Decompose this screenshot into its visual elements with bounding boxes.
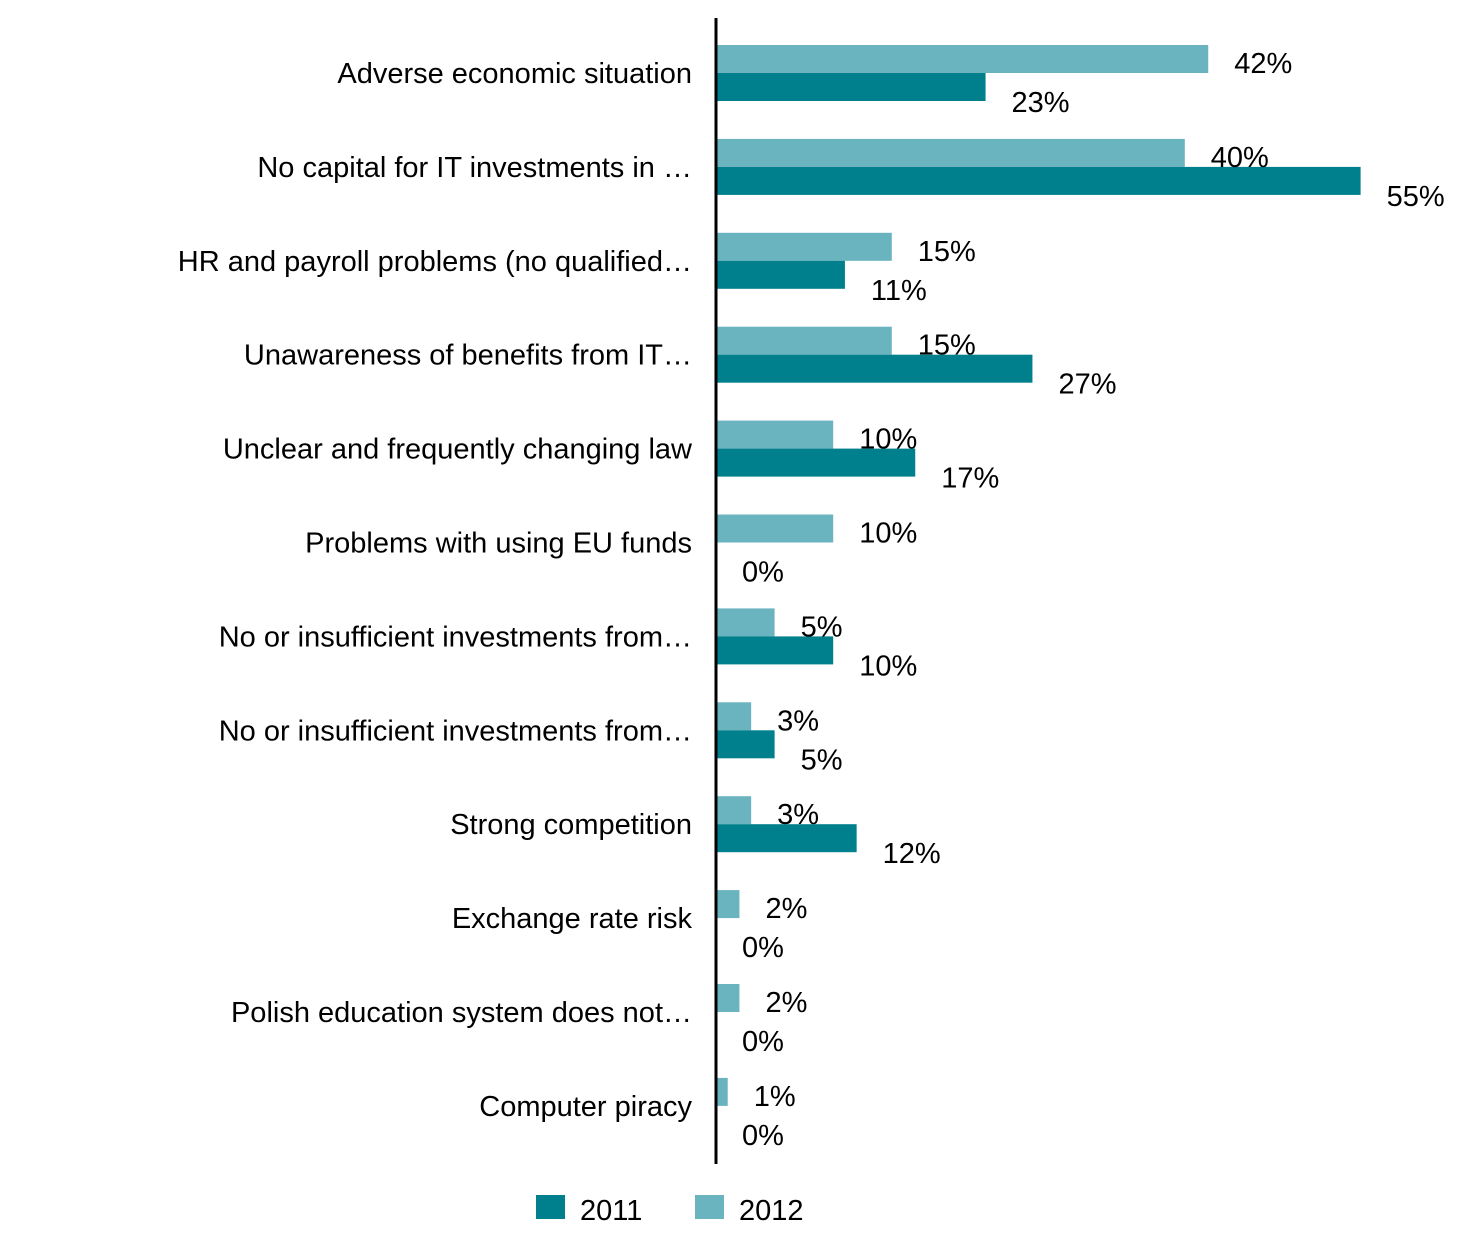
category-label: Unclear and frequently changing law <box>223 434 693 466</box>
bar-2012 <box>716 984 740 1012</box>
data-label-2011: 23% <box>1012 87 1070 119</box>
data-label-2011: 0% <box>742 557 784 589</box>
category-label: Exchange rate risk <box>452 903 693 935</box>
category-label: HR and payroll problems (no qualified… <box>178 246 692 278</box>
bar-2012 <box>716 420 834 449</box>
category-label: Unawareness of benefits from IT… <box>244 340 692 372</box>
data-label-2011: 10% <box>859 650 917 682</box>
legend-label-2011: 2011 <box>580 1195 642 1227</box>
bar-2012 <box>716 1077 728 1106</box>
bar-2012 <box>716 326 892 355</box>
data-label-2011: 5% <box>801 744 843 776</box>
legend-swatch-2012 <box>695 1195 724 1219</box>
bar-2012 <box>716 608 775 637</box>
data-label-2012: 2% <box>765 893 807 925</box>
data-label-2012: 5% <box>801 611 843 643</box>
data-label-2011: 17% <box>941 463 999 495</box>
category-label: Computer piracy <box>479 1091 692 1123</box>
bar-2011 <box>716 730 775 759</box>
data-label-2012: 42% <box>1234 48 1292 80</box>
data-label-2012: 15% <box>918 236 976 268</box>
category-label: Strong competition <box>450 809 692 841</box>
data-label-2011: 0% <box>742 1026 784 1058</box>
bar-2011 <box>716 354 1033 383</box>
category-labels-layer: Adverse economic situation No capital for… <box>178 58 693 1123</box>
bar-2012 <box>716 796 752 825</box>
bar-2011 <box>716 260 845 289</box>
data-label-2011: 12% <box>883 838 941 870</box>
data-label-2011: 11% <box>871 275 927 307</box>
category-label: No capital for IT investments in … <box>257 152 692 184</box>
data-label-2012: 1% <box>754 1081 796 1113</box>
bar-2012 <box>716 138 1185 167</box>
data-label-2011: 55% <box>1387 181 1445 213</box>
bar-2012 <box>716 232 892 261</box>
category-label: Polish education system does not… <box>231 997 692 1029</box>
bar-2011 <box>716 166 1361 195</box>
data-label-2012: 15% <box>918 330 976 362</box>
legend-label-2012: 2012 <box>739 1195 804 1227</box>
data-label-2012: 2% <box>765 987 807 1019</box>
bar-2012 <box>716 890 740 919</box>
data-label-2012: 3% <box>777 799 819 831</box>
data-label-2012: 3% <box>777 705 819 737</box>
category-label: No or insufficient investments from… <box>219 621 692 653</box>
bar-2011 <box>716 636 834 665</box>
bar-2012 <box>716 702 752 731</box>
bar-2011 <box>716 448 916 477</box>
bar-2011 <box>716 73 986 101</box>
legend-swatch-2011 <box>536 1195 565 1219</box>
data-label-2012: 10% <box>859 424 917 456</box>
category-label: No or insufficient investments from… <box>219 715 692 747</box>
category-label: Problems with using EU funds <box>305 528 692 560</box>
category-label: Adverse economic situation <box>337 58 692 90</box>
data-label-2012: 10% <box>859 518 917 550</box>
data-label-2011: 0% <box>742 932 784 964</box>
value-labels-layer: 42% 23% 40% 55% 15% 11% 15% 27% 10% 17% 10% 0% 5% 10%… <box>742 48 1445 1152</box>
data-label-2011: 27% <box>1058 369 1116 401</box>
data-label-2011: 0% <box>742 1120 784 1152</box>
bar-2012 <box>716 45 1209 73</box>
bar-2012 <box>716 514 834 543</box>
bar-2011 <box>716 824 857 853</box>
data-label-2012: 40% <box>1211 142 1269 174</box>
bars-layer <box>716 45 1361 1106</box>
legend: 2011 2012 <box>536 1195 804 1227</box>
